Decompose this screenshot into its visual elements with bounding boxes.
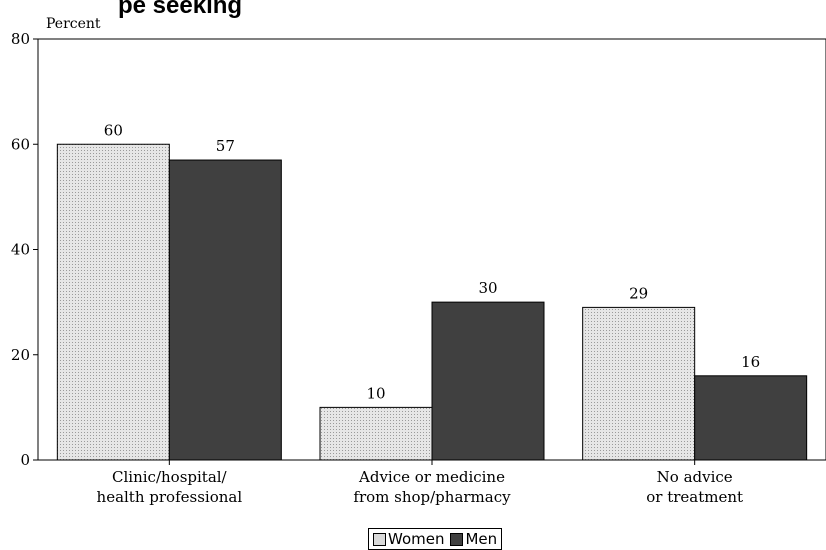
data-label-women-1: 10 bbox=[366, 384, 385, 402]
bar-men-2 bbox=[694, 375, 808, 461]
y-tick-label-60: 60 bbox=[11, 135, 30, 153]
data-label-men-2: 16 bbox=[741, 353, 760, 371]
bar-men-0 bbox=[168, 159, 282, 461]
legend: Women Men bbox=[368, 528, 503, 550]
y-tick-label-0: 0 bbox=[20, 451, 30, 469]
category-label-0-line-0: Clinic/hospital/ bbox=[112, 468, 228, 486]
y-tick-label-40: 40 bbox=[11, 241, 30, 259]
y-tick-label-80: 80 bbox=[11, 30, 30, 48]
category-label-0-line-1: health professional bbox=[97, 488, 243, 506]
y-tick-label-20: 20 bbox=[11, 346, 30, 364]
legend-swatch-men bbox=[450, 532, 464, 546]
plot-area: Percent 0 20 40 60 80 60 57 Clinic/hospital/heal… bbox=[11, 16, 826, 506]
category-label-2-line-1: or treatment bbox=[646, 488, 743, 506]
bar-women-2 bbox=[582, 306, 696, 461]
legend-label-women: Women bbox=[388, 530, 445, 548]
legend-item-men: Men bbox=[450, 530, 497, 548]
bar-women-0 bbox=[56, 143, 170, 461]
data-label-women-2: 29 bbox=[629, 284, 648, 302]
bar-women-1 bbox=[319, 406, 433, 461]
data-label-men-0: 57 bbox=[216, 137, 235, 155]
category-label-1-line-1: from shop/pharmacy bbox=[353, 488, 511, 506]
category-label-1-line-0: Advice or medicine bbox=[358, 468, 505, 486]
data-label-men-1: 30 bbox=[478, 279, 497, 297]
chart-title-fragment: pe seeking bbox=[118, 0, 243, 19]
legend-label-men: Men bbox=[465, 530, 498, 548]
data-label-women-0: 60 bbox=[104, 121, 123, 139]
bar-men-1 bbox=[431, 301, 545, 461]
y-axis-label: Percent bbox=[46, 16, 101, 32]
category-label-2-line-0: No advice bbox=[657, 468, 733, 486]
legend-swatch-women bbox=[373, 532, 386, 546]
legend-item-women: Women bbox=[373, 530, 444, 548]
bar-chart: Percent 0 20 40 60 80 60 57 Clinic/hospital/heal… bbox=[11, 16, 826, 506]
